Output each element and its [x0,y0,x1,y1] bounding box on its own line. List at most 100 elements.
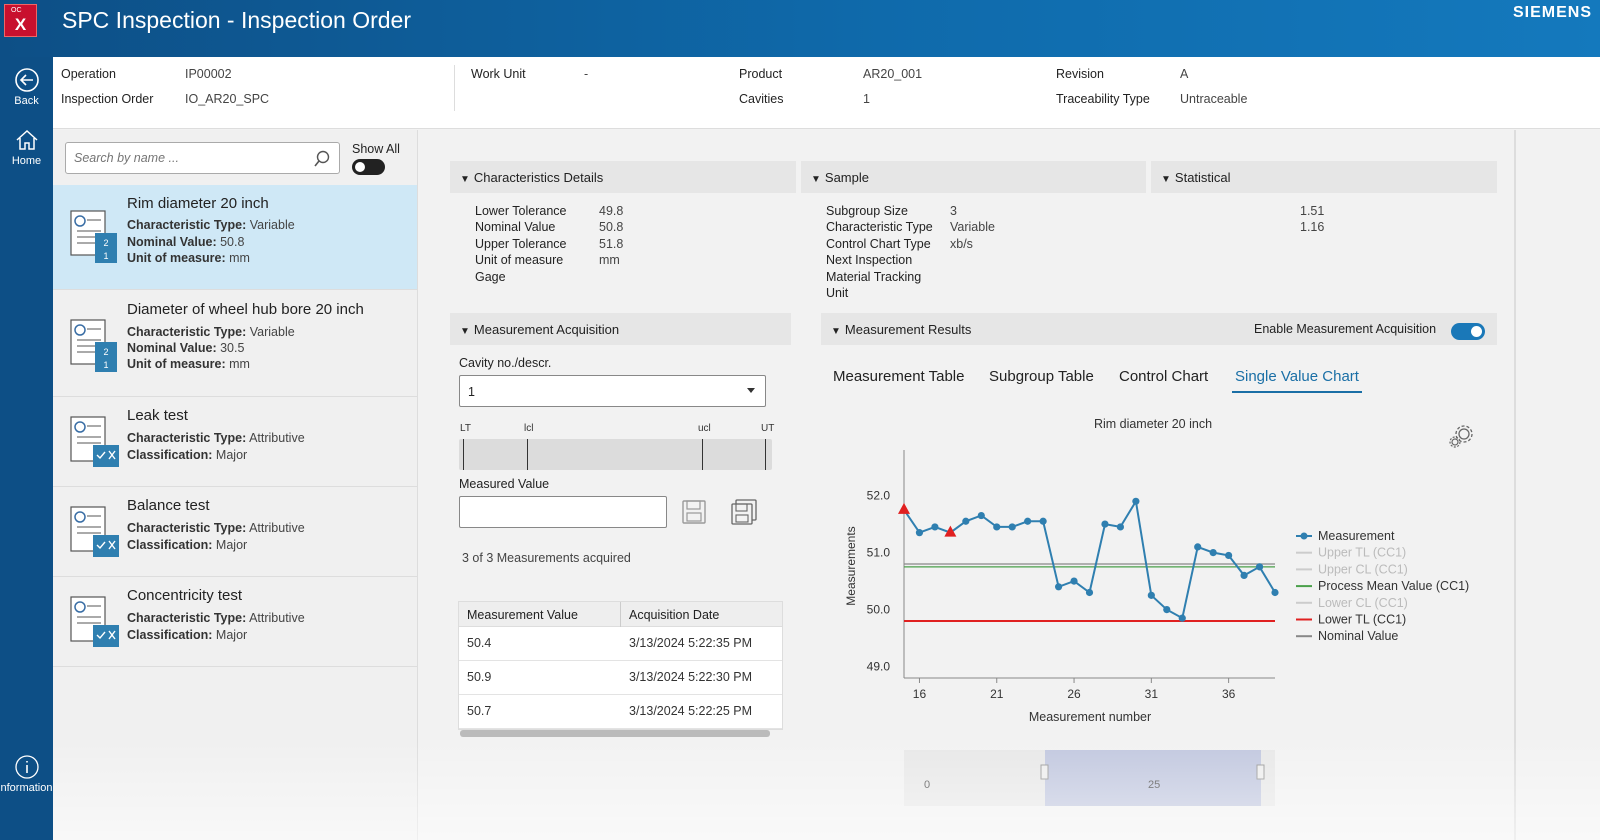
tab-measurement-table[interactable]: Measurement Table [833,368,965,385]
measurement-series-line [903,498,1276,620]
table-header: Measurement Value Acquisition Date [459,602,782,627]
measured-value-input[interactable] [459,496,667,528]
nominal-value-label: Nominal Value [475,220,556,234]
cell-date: 3/13/2024 5:22:30 PM [629,670,753,684]
product-label: Product [739,67,783,81]
acquired-count: 3 of 3 Measurements acquired [462,551,631,565]
item-row: Unit of measure: mm [127,251,250,265]
collapse-caret-icon: ▼ [460,326,470,337]
item-row: Classification: Major [127,448,248,462]
app-header: OC X SPC Inspection - Inspection Order S… [0,0,1600,57]
upper-tolerance-label: Upper Tolerance [475,237,567,251]
information-button[interactable]: nformation [0,754,53,794]
item-row: Characteristic Type: Attributive [127,431,305,445]
collapse-caret-icon: ▼ [460,174,470,185]
back-label: Back [14,95,39,107]
item-title: Concentricity test [127,587,243,604]
x-axis-label: Measurement number [1029,710,1151,724]
navigator-selection [1045,750,1261,806]
home-button[interactable]: Home [0,127,53,167]
legend-label: Nominal Value [1318,629,1398,643]
chart-title: Rim diameter 20 inch [1094,417,1212,431]
statistical-header[interactable]: ▼ Statistical [1151,161,1497,193]
back-button[interactable]: Back [0,67,53,107]
table-horizontal-scrollbar[interactable] [460,730,770,737]
tab-control-chart[interactable]: Control Chart [1119,368,1209,385]
info-divider [454,65,455,111]
table-row[interactable]: 50.9 3/13/2024 5:22:30 PM [459,661,782,695]
app-logo: OC X [4,4,37,37]
inspection-order-value: IO_AR20_SPC [185,92,270,106]
table-row[interactable]: 50.4 3/13/2024 5:22:35 PM [459,627,782,661]
table-row[interactable]: 50.7 3/13/2024 5:22:25 PM [459,695,782,729]
col-measurement-value[interactable]: Measurement Value [467,608,578,622]
svg-text:2: 2 [103,347,108,357]
item-title: Balance test [127,497,210,514]
inspection-order-label: Inspection Order [61,92,154,106]
cell-value: 50.7 [467,704,492,718]
measurement-point [1178,614,1186,622]
list-item-rim-diameter[interactable]: 2 1 Rim diameter 20 inch Characteristic … [53,185,417,290]
work-unit-label: Work Unit [471,67,526,81]
gear-icon[interactable] [1448,422,1476,450]
measurement-point [1054,583,1063,591]
panel-edge [1514,130,1516,840]
list-item-concentricity-test[interactable]: Concentricity test Characteristic Type: … [53,577,417,667]
cavity-select[interactable]: 1 [459,375,766,407]
list-item-balance-test[interactable]: Balance test Characteristic Type: Attrib… [53,487,417,577]
list-item-wheel-hub-bore[interactable]: 2 1 Diameter of wheel hub bore 20 inch C… [53,290,417,397]
measurement-acquisition-header[interactable]: ▼ Measurement Acquisition [450,313,791,345]
characteristic-type-value: Variable [950,220,995,234]
sample-unit-label: Unit [826,286,849,300]
svg-text:2: 2 [103,238,108,248]
range-mark-ut [765,439,766,470]
out-of-control-point [898,502,910,514]
measurement-point [1070,577,1078,585]
col-acquisition-date[interactable]: Acquisition Date [629,608,720,622]
control-chart-type-label: Control Chart Type [826,237,931,251]
show-all-toggle[interactable] [352,159,385,175]
lower-tolerance-label: Lower Tolerance [475,204,567,218]
measurement-point [1116,523,1125,531]
collapse-caret-icon: ▼ [831,326,841,337]
tab-subgroup-table[interactable]: Subgroup Table [989,368,1094,385]
characteristics-details-header[interactable]: ▼ Characteristics Details [450,161,796,193]
range-mark-lt [463,439,464,470]
svg-text:1: 1 [103,360,108,370]
measurement-point [1085,588,1094,597]
item-row: Characteristic Type: Variable [127,218,295,232]
enable-acquisition-toggle[interactable] [1451,323,1485,340]
y-axis-label: Measurements [844,526,858,605]
traceability-value: Untraceable [1180,92,1248,106]
upper-tolerance-value: 51.8 [599,237,624,251]
back-arrow-icon [14,68,39,92]
unit-label: Unit of measure [475,253,564,267]
save-all-icon[interactable] [729,498,759,526]
navigator-label: 25 [1148,779,1160,791]
navigator-handle-left [1040,764,1049,780]
measurement-results-header[interactable]: ▼ Measurement Results [821,313,1497,345]
search-icon[interactable] [313,150,331,168]
brand-logo: SIEMENS [1512,4,1592,21]
tab-single-value-chart[interactable]: Single Value Chart [1235,368,1359,385]
work-unit-value: - [584,67,589,81]
measurement-table: Measurement Value Acquisition Date 50.4 … [458,601,783,730]
measurement-point [915,529,924,537]
range-label-lcl: lcl [524,423,534,434]
show-all-label: Show All [352,142,400,156]
navigator-handle-right [1256,764,1265,780]
gage-label: Gage [475,270,506,284]
legend-label: Upper TL (CC1) [1318,546,1406,560]
x-tick-label: 21 [990,687,1004,701]
range-label-ucl: ucl [698,423,711,434]
list-item-leak-test[interactable]: Leak test Characteristic Type: Attributi… [53,397,417,487]
save-icon[interactable] [681,499,707,525]
sample-header[interactable]: ▼ Sample [801,161,1146,193]
legend-label: Lower TL (CC1) [1318,613,1406,627]
item-title: Leak test [127,407,188,424]
column-separator [620,602,621,627]
search-input[interactable] [74,143,304,173]
range-mark-lcl [527,439,528,470]
next-inspection-label: Next Inspection [826,253,913,267]
collapse-caret-icon: ▼ [1161,174,1171,185]
